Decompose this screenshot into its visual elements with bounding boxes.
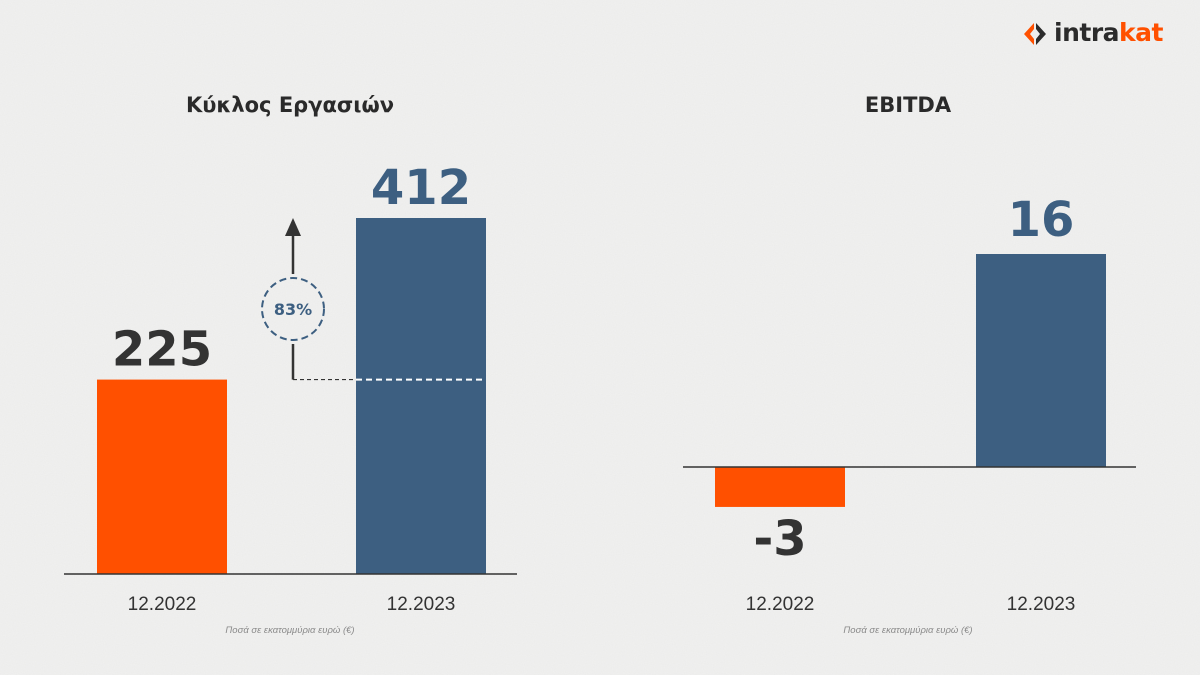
ebitda-value-label-2022: -3 [753,511,806,567]
revenue-category-label-2022: 12.2022 [128,594,197,615]
intrakat-logo-wordmark: intrakat [1054,16,1163,50]
growth-arrow-head-icon [285,218,301,236]
logo-text-kat: kat [1119,18,1163,47]
ebitda-category-label-2023: 12.2023 [1007,594,1076,615]
revenue-value-label-2023: 412 [371,160,471,216]
ebitda-category-label-2022: 12.2022 [746,594,815,615]
revenue-value-label-2022: 225 [112,322,212,378]
revenue-bar-2022 [97,379,227,574]
growth-annotation: 83% [261,218,486,381]
ebitda-chart: EBITDA -3 16 12.2022 12.2023 Ποσά σε εκα… [683,93,1136,636]
intrakat-logo: intrakat [1022,18,1163,50]
ebitda-bar-2023 [976,254,1106,467]
ebitda-value-label-2023: 16 [1008,192,1075,248]
growth-badge-text: 83% [274,300,312,319]
revenue-bar-2023 [356,218,486,574]
ebitda-bar-2022 [715,467,845,507]
growth-badge-circle [261,277,325,341]
logo-text-intra: intra [1054,18,1120,47]
revenue-chart: Κύκλος Εργασιών 225 412 12.2022 12.2023 … [64,93,517,636]
intrakat-logo-mark-icon [1024,23,1046,45]
ebitda-chart-title: EBITDA [865,93,952,117]
revenue-footnote: Ποσά σε εκατομμύρια ευρώ (€) [225,625,354,636]
revenue-chart-title: Κύκλος Εργασιών [186,93,394,117]
ebitda-footnote: Ποσά σε εκατομμύρια ευρώ (€) [843,625,972,636]
revenue-category-label-2023: 12.2023 [387,594,456,615]
